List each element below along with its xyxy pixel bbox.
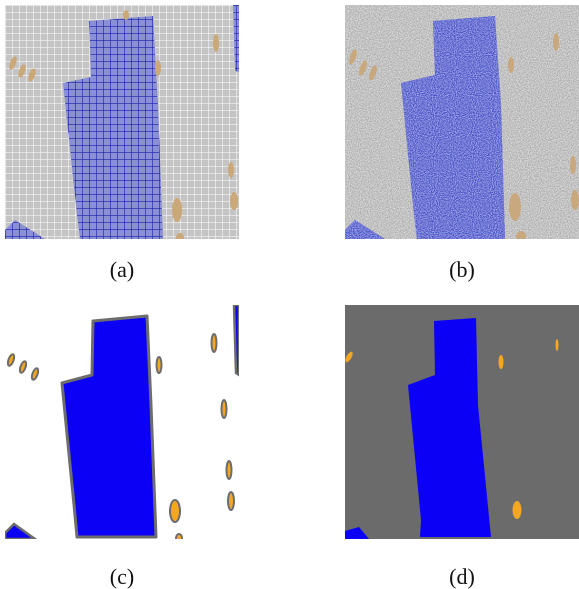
caption-c: (c)	[109, 564, 135, 589]
building-region-bottomleft	[5, 220, 45, 239]
building-segment	[408, 318, 491, 537]
outlined-segmentation-image	[5, 305, 239, 539]
panel-d-segmentation-map	[345, 305, 579, 539]
building-region	[63, 16, 163, 239]
car-segments	[6, 333, 235, 539]
caption-b: (b)	[449, 257, 475, 282]
car-segments	[345, 339, 559, 519]
building-segment	[60, 314, 158, 539]
noise-view-image	[345, 5, 579, 239]
caption-d: (d)	[449, 564, 475, 589]
panel-b-noise-view	[345, 5, 579, 239]
caption-a: (a)	[109, 257, 135, 282]
building-segment-bottomleft	[345, 527, 369, 539]
car-marks	[9, 10, 238, 239]
car-marks	[349, 33, 579, 239]
segmentation-map-image	[345, 305, 579, 539]
panel-a-grid-view	[5, 5, 239, 239]
building-region-topright	[233, 5, 239, 72]
building-segment-bottomleft	[5, 522, 38, 539]
panel-c-outlined-segmentation	[5, 305, 239, 539]
grid-view-image	[5, 5, 239, 239]
building-segment-topright	[232, 305, 239, 377]
